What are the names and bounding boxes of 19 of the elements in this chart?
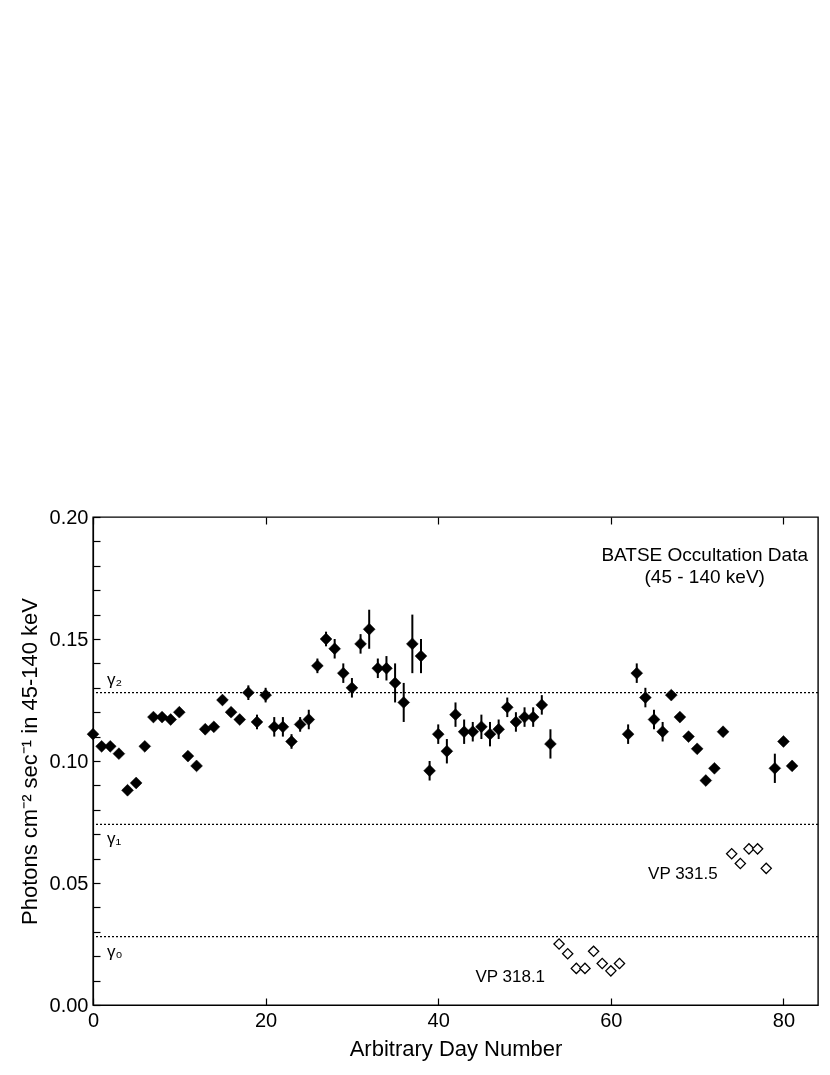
annotation: BATSE Occultation Data: [601, 544, 809, 565]
x-tick-label: 80: [772, 1008, 796, 1031]
series-label: VP 331.5: [648, 864, 718, 884]
ref-line-label: γ₂: [107, 669, 123, 689]
x-tick-label: 40: [427, 1008, 450, 1031]
x-axis-title: Arbitrary Day Number: [349, 1035, 563, 1061]
x-tick-label: 0: [87, 1008, 100, 1031]
x-tick-label: 20: [254, 1008, 278, 1031]
x-tick-label: 60: [600, 1008, 623, 1031]
y-tick-label: 0.00: [49, 993, 89, 1016]
series-label: VP 318.1: [475, 966, 546, 986]
ref-line-label: γ₀: [107, 941, 123, 961]
y-tick-label: 0.15: [49, 627, 89, 650]
y-axis-title: Photons cm⁻² sec⁻¹ in 45-140 keV: [16, 597, 42, 926]
annotation: (45 - 140 keV): [644, 566, 765, 587]
ref-line-label: γ₁: [107, 829, 122, 849]
y-tick-label: 0.05: [49, 871, 89, 894]
y-tick-label: 0.20: [49, 505, 89, 528]
y-tick-label: 0.10: [49, 749, 89, 772]
